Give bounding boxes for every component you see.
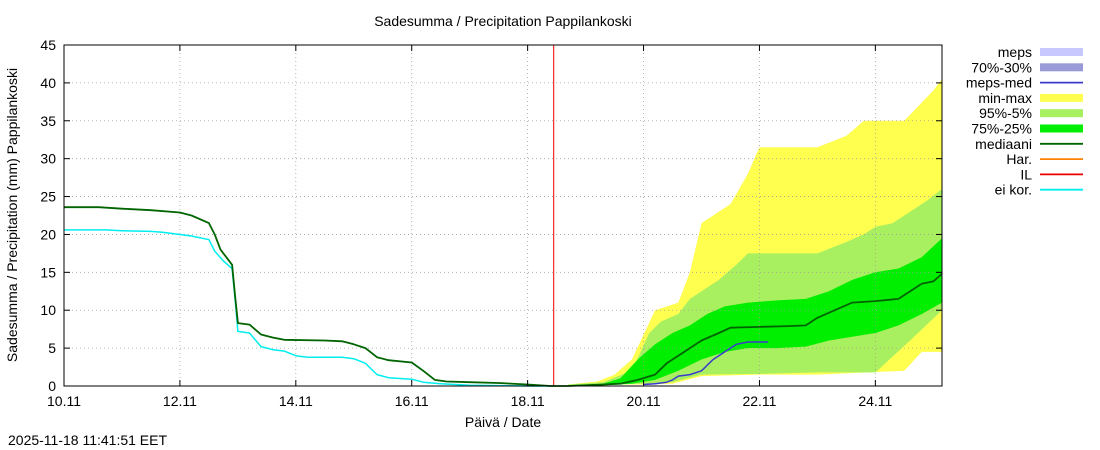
band-75-25-: [568, 238, 942, 386]
series-mediaani: [64, 206, 943, 387]
y-tick-label: 5: [48, 340, 56, 356]
legend-swatch: [1040, 109, 1083, 118]
series-ei-kor-: [64, 229, 554, 387]
legend-label: Har.: [1006, 151, 1032, 167]
legend-label: ei kor.: [995, 182, 1032, 198]
legend-swatch: [1040, 124, 1083, 133]
x-axis-label: Päivä / Date: [465, 414, 541, 430]
x-tick-label: 18.11: [511, 393, 545, 409]
legend-label: min-max: [978, 90, 1032, 106]
y-tick-label: 25: [40, 189, 56, 205]
legend-label: meps-med: [966, 75, 1032, 91]
plot-frame: [63, 44, 943, 387]
x-tick-label: 14.11: [279, 393, 313, 409]
legend: meps70%-30%meps-medmin-max95%-5%75%-25%m…: [966, 44, 1083, 198]
grid-lines: [64, 45, 942, 386]
legend-label: meps: [998, 44, 1032, 60]
y-tick-label: 0: [48, 378, 56, 394]
x-tick-label: 24.11: [858, 393, 892, 409]
forecast-bands: [568, 79, 942, 386]
y-axis-label: Sadesumma / Precipitation (mm) Pappilank…: [4, 68, 20, 362]
x-tick-label: 22.11: [742, 393, 776, 409]
x-tick-label: 12.11: [163, 393, 197, 409]
legend-swatch: [1040, 48, 1083, 56]
legend-label: IL: [1020, 166, 1032, 182]
y-tick-label: 45: [40, 37, 56, 53]
legend-label: mediaani: [975, 136, 1032, 152]
legend-swatch: [1040, 63, 1083, 72]
y-tick-label: 10: [40, 302, 56, 318]
x-axis-ticks: 10.11 12.11 14.11 16.11 18.11 20.11 22.11 24.11: [47, 45, 893, 409]
legend-swatch: [1040, 93, 1083, 102]
y-axis-ticks: 0 5 10 15 20 25 30 35 40 45: [40, 37, 942, 394]
legend-label: 95%-5%: [979, 105, 1032, 121]
y-tick-label: 15: [40, 264, 56, 280]
legend-label: 70%-30%: [971, 59, 1032, 75]
legend-label: 75%-25%: [971, 121, 1032, 137]
x-tick-label: 20.11: [627, 393, 661, 409]
x-tick-label: 16.11: [395, 393, 429, 409]
series-lines: [64, 206, 943, 387]
series-meps-med: [643, 341, 769, 386]
y-tick-label: 35: [40, 113, 56, 129]
timestamp: 2025-11-18 11:41:51 EET: [8, 432, 167, 448]
y-tick-label: 30: [40, 151, 56, 167]
chart-title: Sadesumma / Precipitation Pappilankoski: [374, 13, 632, 29]
y-tick-label: 20: [40, 226, 56, 242]
y-tick-label: 40: [40, 75, 56, 91]
x-tick-label: 10.11: [47, 393, 81, 409]
